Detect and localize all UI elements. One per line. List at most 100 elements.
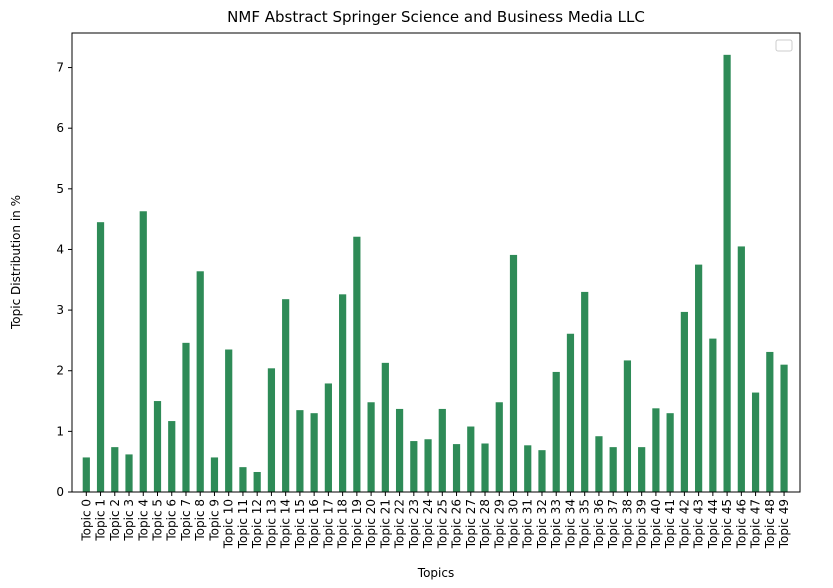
plot-frame [71,32,801,493]
bar-topic-44 [709,338,717,492]
x-tick-label: Topic 32 [535,499,549,549]
x-tick-label: Topic 4 [136,499,150,542]
legend-box [775,39,793,52]
bar-topic-45 [723,54,731,492]
y-tick-label: 2 [56,364,64,378]
x-tick-label: Topic 17 [321,499,335,549]
x-tick-label: Topic 7 [179,499,193,542]
x-tick-label: Topic 1 [94,499,108,542]
bar-topic-9 [210,457,219,492]
x-tick-label: Topic 38 [620,499,634,549]
y-tick-label: 7 [56,61,64,75]
bar-topic-41 [666,413,674,492]
bar-topic-22 [395,408,404,492]
x-tick-label: Topic 9 [207,499,221,542]
bar-topic-36 [595,436,603,492]
x-tick-label: Topic 48 [763,499,777,549]
bar-topic-15 [296,410,304,492]
bar-series [82,54,788,492]
bar-topic-4 [139,211,147,492]
x-tick-label: Topic 29 [492,499,506,549]
bar-topic-32 [538,450,546,492]
bar-topic-34 [566,333,575,492]
x-tick-label: Topic 16 [307,499,321,549]
y-tick-label: 1 [56,424,64,438]
bar-topic-40 [652,408,660,492]
x-tick-label: Topic 6 [165,499,179,542]
x-tick-label: Topic 25 [435,499,449,549]
x-tick-label: Topic 2 [108,499,122,542]
x-axis: Topic 0 Topic 1 Topic 2 Topic 3 Topic 4 Topic… [79,492,791,549]
x-axis-label: Topics [417,566,454,580]
x-tick-label: Topic 46 [734,499,748,549]
y-tick-label: 6 [56,121,64,135]
chart-title: NMF Abstract Springer Science and Busine… [227,8,645,26]
bar-topic-46 [737,246,745,492]
bar-topic-29 [495,402,503,492]
bar-topic-49 [780,364,788,492]
bar-topic-5 [153,401,162,492]
bar-topic-8 [196,271,204,492]
bar-topic-24 [424,439,432,492]
bar-topic-6 [168,421,176,492]
bar-topic-13 [267,368,276,492]
x-tick-label: Topic 39 [635,499,649,549]
bar-topic-14 [282,299,290,492]
x-tick-label: Topic 30 [507,499,521,549]
x-tick-label: Topic 28 [478,499,492,549]
x-tick-label: Topic 31 [521,499,535,549]
bar-topic-28 [481,443,489,492]
x-tick-label: Topic 36 [592,499,606,549]
x-tick-label: Topic 10 [222,499,236,549]
x-tick-label: Topic 14 [279,499,293,549]
bar-topic-27 [467,426,475,492]
x-tick-label: Topic 27 [464,499,478,549]
x-tick-label: Topic 8 [193,499,207,542]
bar-topic-16 [310,413,318,492]
x-tick-label: Topic 15 [293,499,307,549]
x-tick-label: Topic 35 [578,499,592,549]
x-tick-label: Topic 12 [250,499,264,549]
bar-topic-2 [111,447,119,492]
bar-topic-25 [438,408,446,492]
bar-topic-7 [182,342,190,492]
y-axis: 0 1 2 3 4 5 6 7 [56,61,72,499]
y-tick-label: 0 [56,485,64,499]
x-tick-label: Topic 24 [421,499,435,549]
x-tick-label: Topic 18 [336,499,350,549]
bar-topic-23 [410,441,418,492]
bar-topic-26 [452,444,461,492]
x-tick-label: Topic 44 [706,499,720,549]
bar-topic-47 [751,392,760,492]
bar-topic-17 [324,383,332,492]
x-tick-label: Topic 0 [79,499,93,542]
x-tick-label: Topic 33 [549,499,563,549]
bar-topic-37 [609,447,617,492]
x-tick-label: Topic 37 [606,499,620,549]
x-tick-label: Topic 42 [677,499,691,549]
bar-topic-11 [239,467,247,492]
bar-topic-12 [253,471,261,492]
x-tick-label: Topic 20 [364,499,378,549]
bar-topic-19 [353,236,361,492]
bar-topic-42 [680,311,688,492]
x-tick-label: Topic 34 [563,499,577,549]
bar-topic-33 [552,371,560,492]
x-tick-label: Topic 19 [350,499,364,549]
x-tick-label: Topic 13 [264,499,278,549]
x-tick-label: Topic 41 [663,499,677,549]
x-tick-label: Topic 43 [692,499,706,549]
y-axis-label: Topic Distribution in % [9,195,23,330]
x-tick-label: Topic 23 [407,499,421,549]
bar-topic-18 [339,294,347,492]
bar-topic-43 [695,264,703,492]
x-tick-label: Topic 5 [151,499,165,542]
bar-topic-31 [524,445,532,492]
bar-topic-21 [381,362,389,492]
bar-topic-20 [367,402,375,492]
bar-topic-3 [125,454,133,492]
bar-topic-39 [638,447,646,492]
bar-topic-1 [96,222,105,492]
x-tick-label: Topic 26 [450,499,464,549]
bar-topic-35 [581,291,589,492]
